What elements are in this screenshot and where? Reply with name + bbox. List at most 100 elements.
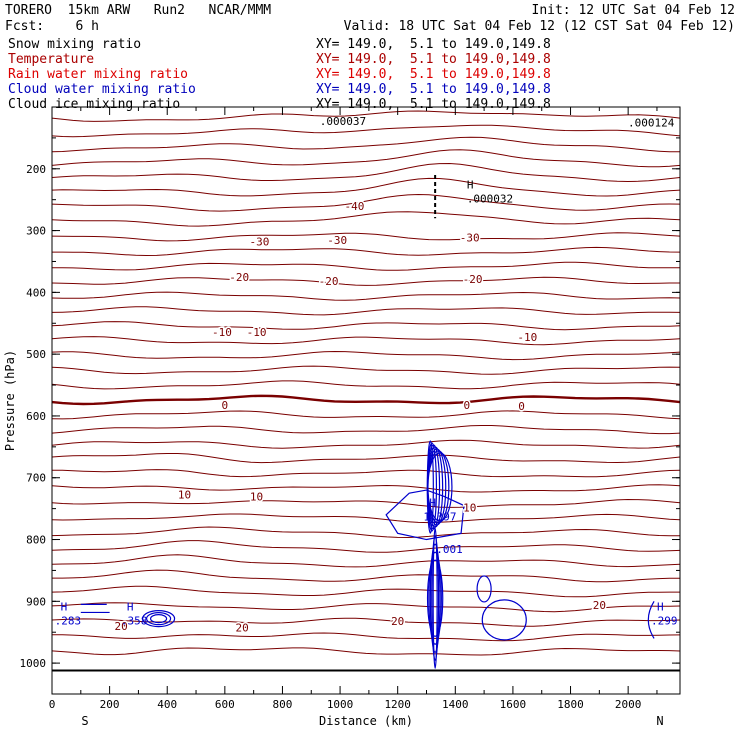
maximum-mark: H: [127, 601, 134, 614]
cloud-water-contour: [647, 600, 655, 639]
y-tick-label: 700: [26, 472, 46, 485]
isotherm-line: [51, 469, 681, 478]
cloud-water-contour: [426, 559, 444, 637]
x-tick-label: 0: [49, 698, 56, 711]
isotherm-label: -30: [327, 234, 347, 247]
maximum-mark: H: [61, 601, 68, 614]
cloud-water-contour: [145, 612, 172, 626]
maximum-value: 1.397: [423, 511, 456, 524]
maximum-value: .283: [55, 615, 81, 628]
isotherm-label: -20: [229, 271, 249, 284]
isotherm-line: [51, 177, 681, 197]
field-xy-snow: XY= 149.0, 5.1 to 149.0,149.8: [316, 37, 551, 52]
isotherm-label: -20: [319, 275, 339, 288]
isotherm-line: [51, 484, 681, 493]
isotherm-line: [52, 246, 681, 257]
maximum-value: .000032: [467, 193, 513, 206]
maximum-value: .299: [651, 615, 678, 628]
x-tick-label: 1200: [384, 698, 411, 711]
cloud-water-contour: [428, 551, 442, 645]
isotherm-label: 0: [222, 399, 229, 412]
field-xy-temperature: XY= 149.0, 5.1 to 149.0,149.8: [316, 52, 551, 67]
field-name-temperature: Temperature: [8, 52, 95, 67]
x-tick-label: 1800: [557, 698, 584, 711]
x-tick-label: 1400: [442, 698, 469, 711]
isotherm-line: [52, 632, 681, 642]
isotherm-line: [51, 647, 681, 656]
maximum-value: .358: [121, 615, 147, 628]
isotherm-line: [51, 526, 681, 539]
isotherm-line: [51, 232, 681, 242]
isotherm-line: [51, 394, 681, 406]
cloud-water-contour: [149, 614, 168, 624]
init-time: Init: 12 UTC Sat 04 Feb 12: [531, 3, 736, 18]
y-tick-label: 200: [26, 163, 46, 176]
isotherm-line: [51, 439, 681, 449]
contour-value-label: .000037: [320, 115, 366, 128]
field-name-rain: Rain water mixing ratio: [8, 67, 189, 82]
isotherm-label: 20: [593, 599, 606, 612]
model-title: TORERO 15km ARW Run2 NCAR/MMM: [5, 3, 272, 18]
contour-value-label: .000124: [628, 116, 675, 129]
cloud-water-contour: [141, 610, 176, 628]
x-tick-label: 1000: [327, 698, 354, 711]
isotherm-label: 20: [115, 620, 128, 633]
isotherm-line: [51, 336, 681, 346]
cloud-water-contour: [476, 575, 492, 603]
isotherm-label: -10: [247, 326, 267, 339]
isotherm-line: [51, 162, 681, 183]
isotherm-label: 10: [463, 501, 476, 514]
x-tick-label: 200: [100, 698, 120, 711]
isotherm-line: [51, 498, 681, 508]
cloud-water-contour: [429, 543, 441, 653]
isotherm-line: [51, 380, 681, 390]
forecast-hour: Fcst: 6 h: [5, 19, 99, 34]
isotherm-label: -10: [517, 331, 537, 344]
cloud-water-contour: [432, 527, 438, 669]
y-tick-label: 300: [26, 225, 46, 238]
field-xy-cloud-water: XY= 149.0, 5.1 to 149.0,149.8: [316, 82, 551, 97]
x-tick-label: 400: [157, 698, 177, 711]
isotherm-line: [51, 306, 681, 316]
maximum-mark: H: [657, 601, 664, 614]
isotherm-line: [51, 211, 681, 227]
isotherm-line: [51, 291, 681, 301]
isotherm-label: 10: [250, 490, 263, 503]
isotherm-line: [51, 124, 681, 138]
field-name-cloud-water: Cloud water mixing ratio: [8, 82, 196, 97]
isotherm-line: [51, 136, 680, 153]
south-label: S: [81, 714, 88, 728]
y-tick-label: 1000: [20, 657, 47, 670]
isotherm-label: 0: [518, 400, 525, 413]
isotherm-line: [51, 350, 681, 361]
cloud-water-contour: [80, 603, 110, 614]
isotherm-line: [51, 585, 680, 598]
isotherm-line: [51, 321, 681, 331]
field-xy-rain: XY= 149.0, 5.1 to 149.0,149.8: [316, 67, 551, 82]
isotherm-label: -40: [345, 200, 365, 213]
isotherm-label: 20: [236, 621, 249, 634]
isotherm-line: [51, 149, 681, 168]
x-tick-label: 1600: [500, 698, 527, 711]
plot-frame: [51, 106, 681, 695]
isotherm-line: [51, 410, 681, 420]
isotherm-line: [52, 569, 681, 583]
valid-time: Valid: 18 UTC Sat 04 Feb 12 (12 CST Sat …: [343, 19, 735, 34]
isotherm-label: -10: [212, 326, 232, 339]
y-tick-label: 600: [26, 410, 46, 423]
isotherm-label: -30: [460, 231, 480, 244]
isotherm-label: 20: [391, 615, 404, 628]
isotherm-label: -30: [249, 236, 269, 249]
maximum-mark: H: [429, 497, 436, 510]
field-xy-cloud-ice: XY= 149.0, 5.1 to 149.0,149.8: [316, 97, 551, 112]
isotherm-line: [51, 513, 681, 524]
isotherm-label: 10: [178, 488, 191, 501]
y-axis-title: Pressure (hPa): [3, 350, 17, 451]
isotherm-line: [51, 425, 681, 435]
field-name-snow: Snow mixing ratio: [8, 37, 142, 52]
isotherm-line: [51, 276, 680, 286]
isotherm-line: [51, 365, 681, 375]
isotherm-label: -20: [463, 273, 483, 286]
cloud-water-contour: [431, 535, 440, 661]
x-axis-title: Distance (km): [319, 714, 413, 728]
